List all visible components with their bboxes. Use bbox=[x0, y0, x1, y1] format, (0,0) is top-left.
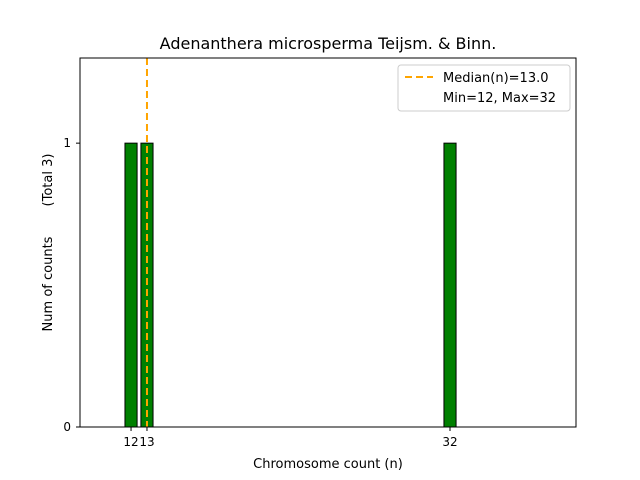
y-axis-ticks: 01 bbox=[63, 136, 80, 434]
plot-frame bbox=[79, 57, 577, 428]
bars-layer bbox=[124, 142, 457, 428]
bar-12 bbox=[124, 142, 138, 428]
bar-32 bbox=[443, 142, 457, 428]
chart-title: Adenanthera microsperma Teijsm. & Binn. bbox=[160, 34, 497, 53]
y-tick-label-1: 1 bbox=[63, 136, 71, 150]
legend-box bbox=[397, 64, 571, 112]
x-axis-ticks: 12 13 32 bbox=[123, 427, 458, 449]
legend: Median(n)=13.0 Min=12, Max=32 bbox=[397, 64, 571, 112]
x-tick-label-13: 13 bbox=[139, 435, 154, 449]
y-axis-label: Num of counts bbox=[41, 236, 56, 331]
x-axis-label: Chromosome count (n) bbox=[253, 457, 403, 472]
legend-median-label: Median(n)=13.0 bbox=[443, 71, 549, 86]
y-axis-total-note: (Total 3) bbox=[41, 154, 56, 207]
x-tick-label-32: 32 bbox=[442, 435, 457, 449]
y-tick-label-0: 0 bbox=[63, 420, 71, 434]
x-tick-label-12: 12 bbox=[123, 435, 138, 449]
legend-range-label: Min=12, Max=32 bbox=[443, 91, 556, 106]
